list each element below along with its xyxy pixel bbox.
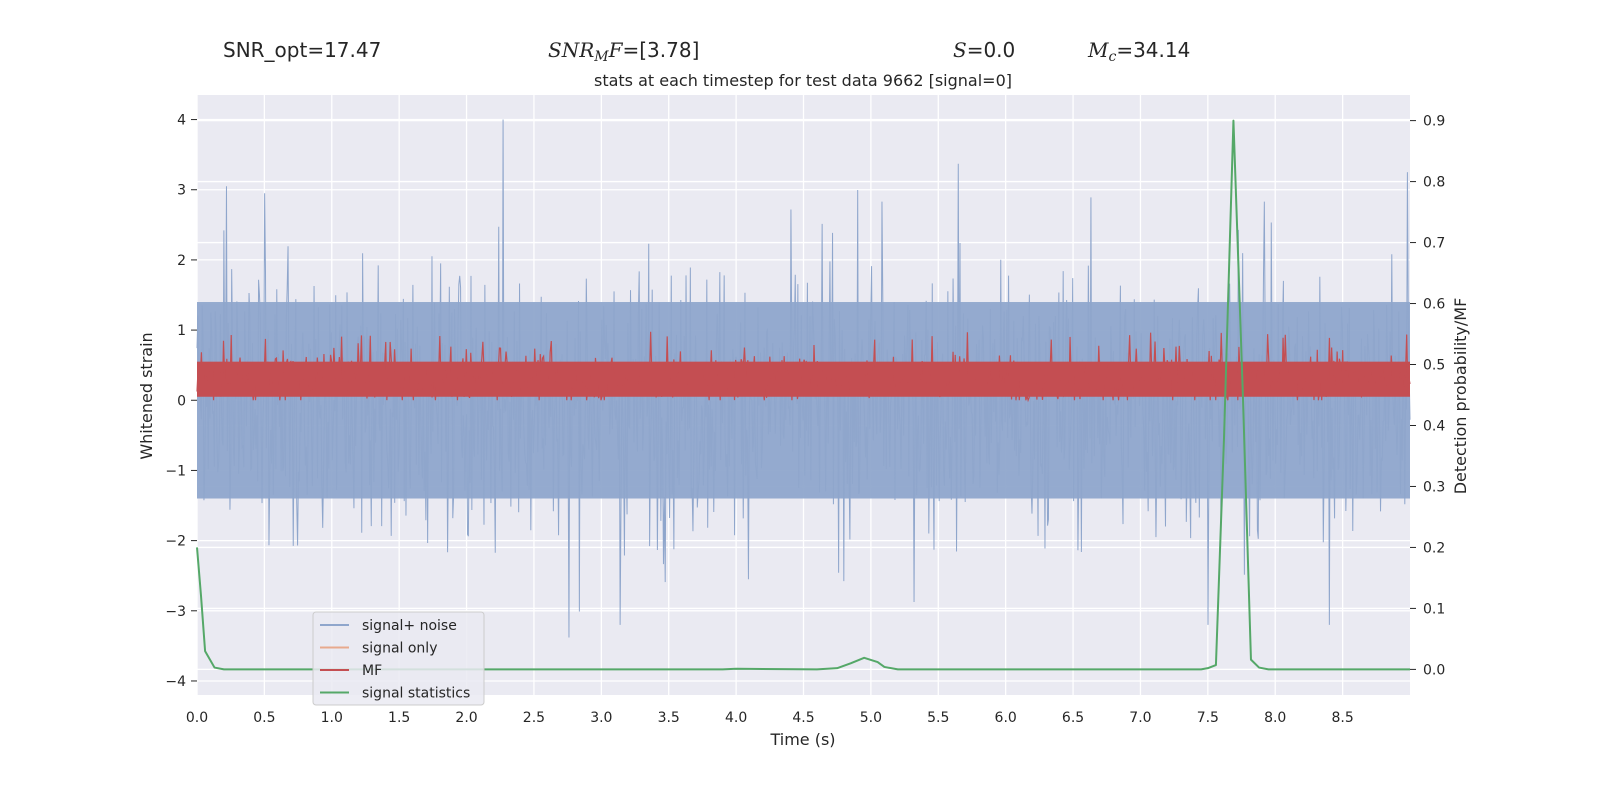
mc-sub: c bbox=[1108, 49, 1117, 65]
y-tick-label-right: 0.7 bbox=[1423, 236, 1445, 252]
legend-label: signal only bbox=[362, 641, 437, 657]
s-symbol: S bbox=[953, 38, 967, 62]
s-label: S=0.0 bbox=[953, 38, 1015, 62]
x-tick-label: 7.0 bbox=[1129, 710, 1151, 726]
y-tick-label-left: 3 bbox=[177, 183, 186, 199]
y-tick-label-left: 0 bbox=[177, 393, 186, 409]
signal-noise-line bbox=[196, 119, 1411, 638]
y-tick-label-right: 0.4 bbox=[1423, 418, 1445, 434]
x-tick-label: 0.5 bbox=[253, 710, 275, 726]
x-tick-label: 6.5 bbox=[1062, 710, 1084, 726]
x-tick-label: 3.5 bbox=[658, 710, 680, 726]
snr-opt-label: SNR_opt=17.47 bbox=[223, 38, 381, 62]
snr-mf-value: =[3.78] bbox=[622, 38, 700, 62]
x-tick-label: 5.0 bbox=[860, 710, 882, 726]
y-tick-label-right: 0.8 bbox=[1423, 175, 1445, 191]
x-tick-label: 4.5 bbox=[792, 710, 814, 726]
mc-symbol: M bbox=[1088, 38, 1109, 62]
stat-layer bbox=[196, 119, 1410, 671]
noise-layer bbox=[196, 119, 1411, 638]
x-tick-label: 3.0 bbox=[590, 710, 612, 726]
x-tick-label: 4.0 bbox=[725, 710, 747, 726]
chart-title: stats at each timestep for test data 966… bbox=[594, 71, 1012, 90]
x-tick-label: 1.0 bbox=[321, 710, 343, 726]
y-tick-label-left: 2 bbox=[177, 253, 186, 269]
y-tick-label-right: 0.5 bbox=[1423, 358, 1445, 374]
x-tick-label: 2.5 bbox=[523, 710, 545, 726]
x-axis-label: Time (s) bbox=[769, 730, 835, 749]
x-tick-label: 2.0 bbox=[455, 710, 477, 726]
legend-label: MF bbox=[362, 663, 382, 679]
y-tick-label-left: −1 bbox=[165, 463, 186, 479]
x-tick-label: 0.0 bbox=[186, 710, 208, 726]
signal-statistics-line bbox=[196, 119, 1410, 671]
mc-label: Mc=34.14 bbox=[1088, 38, 1190, 65]
mc-value: =34.14 bbox=[1116, 38, 1191, 62]
y-tick-label-right: 0.2 bbox=[1423, 540, 1445, 556]
y-tick-label-right: 0.9 bbox=[1423, 114, 1445, 130]
x-tick-label: 7.5 bbox=[1197, 710, 1219, 726]
y-tick-label-left: −3 bbox=[165, 604, 186, 620]
y-tick-label-right: 0.3 bbox=[1423, 479, 1445, 495]
snr-mf-label: SNRMF=[3.78] bbox=[548, 38, 699, 65]
y-tick-label-left: −2 bbox=[165, 534, 186, 550]
s-value: =0.0 bbox=[966, 38, 1016, 62]
snr-opt-text: SNR_opt=17.47 bbox=[223, 38, 382, 62]
mf-line bbox=[196, 331, 1411, 403]
y-tick-label-right: 0.0 bbox=[1423, 662, 1445, 678]
x-tick-label: 5.5 bbox=[927, 710, 949, 726]
x-tick-label: 6.0 bbox=[995, 710, 1017, 726]
x-tick-label: 8.5 bbox=[1331, 710, 1353, 726]
y-tick-label-left: 1 bbox=[177, 323, 186, 339]
y-axis-label-right: Detection probability/MF bbox=[1451, 298, 1470, 495]
legend: signal+ noise signal only MF signal statist… bbox=[312, 611, 485, 706]
legend-frame bbox=[312, 611, 485, 706]
y-tick-label-right: 0.6 bbox=[1423, 297, 1445, 313]
x-tick-label: 8.0 bbox=[1264, 710, 1286, 726]
snr-mf-tail: F bbox=[608, 38, 623, 62]
y-tick-label-left: −4 bbox=[165, 674, 186, 690]
legend-label: signal statistics bbox=[362, 686, 470, 702]
x-tick-label: 1.5 bbox=[388, 710, 410, 726]
legend-label: signal+ noise bbox=[362, 618, 457, 634]
y-axis-label-left: Whitened strain bbox=[137, 332, 156, 459]
snr-mf-symbol: SNR bbox=[548, 38, 595, 62]
mf-layer bbox=[196, 331, 1411, 403]
y-tick-label-right: 0.1 bbox=[1423, 601, 1445, 617]
snr-mf-sub: M bbox=[594, 49, 609, 65]
y-tick-label-left: 4 bbox=[177, 113, 186, 129]
ticks: 0.0 0.5 1.0 1.5 2.0 2.5 3.0 3.5 4.0 4.5 5.0 5.5 6.0 6… bbox=[165, 113, 1445, 726]
